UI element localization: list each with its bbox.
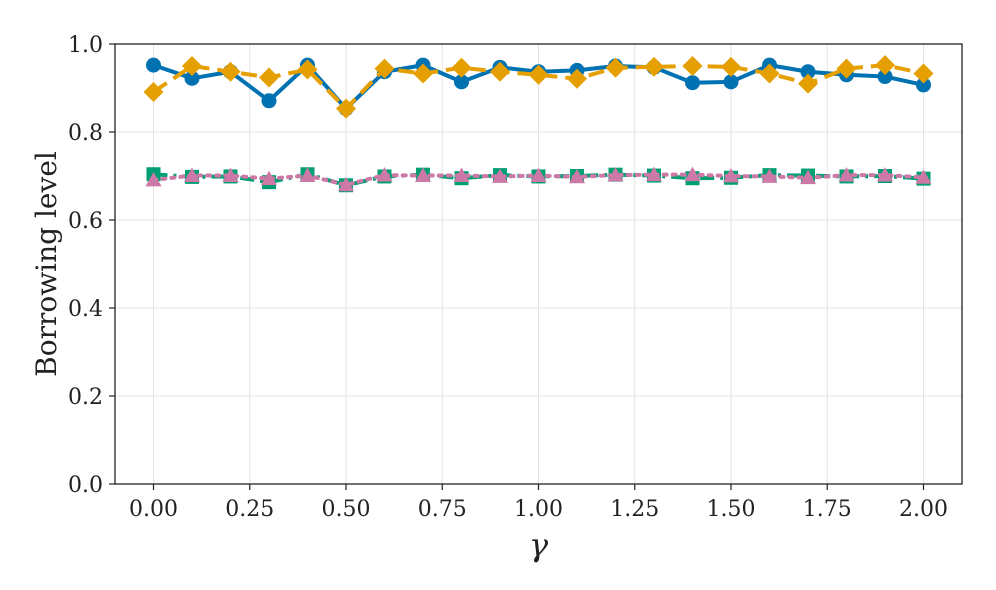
data-point-triangle: [453, 167, 470, 182]
series-layer: [143, 55, 934, 193]
data-point-triangle: [800, 169, 816, 185]
data-point-diamond: [605, 57, 626, 78]
data-point-diamond: [798, 73, 818, 94]
data-point-diamond: [336, 98, 356, 119]
data-point-triangle: [492, 168, 508, 183]
data-point-triangle: [684, 166, 701, 182]
y-axis-label: Borrowing level: [30, 151, 63, 377]
x-tick-label: 0.50: [322, 497, 371, 522]
data-point-circle: [184, 70, 200, 86]
data-point-circle: [146, 57, 161, 73]
data-point-diamond: [721, 56, 741, 77]
data-point-diamond: [374, 58, 395, 79]
data-point-triangle: [530, 167, 547, 182]
data-point-diamond: [259, 67, 279, 88]
data-point-diamond: [875, 55, 895, 76]
data-point-triangle: [299, 167, 316, 182]
data-point-triangle: [646, 166, 662, 182]
data-point-triangle: [145, 171, 162, 187]
data-point-triangle: [838, 167, 855, 182]
data-point-circle: [916, 77, 931, 93]
data-point-triangle: [877, 167, 893, 182]
series-triangle: [145, 166, 932, 192]
data-point-triangle: [723, 168, 739, 183]
data-point-circle: [685, 75, 700, 91]
y-tick-label: 0.8: [68, 121, 103, 146]
data-point-diamond: [220, 61, 241, 82]
data-point-circle: [723, 74, 739, 90]
data-point-diamond: [913, 63, 934, 84]
y-tick-label: 0.2: [68, 385, 103, 410]
data-point-circle: [454, 74, 469, 90]
tick-layer: 0.00 0.25 0.50 0.75 1.00 1.25 1.50 1.75 2.00 0.0 0…: [68, 33, 948, 522]
series-diamond: [143, 55, 934, 119]
data-point-triangle: [761, 168, 778, 183]
data-point-diamond: [490, 61, 510, 82]
x-axis-label: γ: [529, 526, 549, 564]
data-point-diamond: [143, 81, 164, 102]
x-tick-label: 1.50: [707, 497, 756, 522]
grid: [115, 43, 962, 485]
y-tick-label: 0.6: [68, 209, 103, 234]
y-tick-label: 0.0: [68, 473, 103, 498]
data-point-diamond: [413, 63, 433, 84]
x-tick-label: 0.75: [418, 497, 467, 522]
data-point-triangle: [376, 167, 393, 182]
data-point-circle: [800, 64, 816, 80]
data-point-diamond: [182, 56, 202, 76]
data-point-diamond: [836, 58, 857, 79]
x-tick-label: 2.00: [899, 497, 948, 522]
data-point-triangle: [222, 167, 239, 182]
data-point-diamond: [567, 68, 587, 89]
data-point-circle: [261, 93, 277, 109]
data-point-triangle: [184, 167, 200, 182]
y-tick-label: 0.4: [68, 297, 103, 322]
data-point-triangle: [415, 167, 431, 182]
x-tick-label: 0.00: [129, 497, 178, 522]
x-tick-label: 1.25: [610, 497, 659, 522]
data-point-circle: [877, 69, 893, 85]
x-tick-label: 0.25: [225, 497, 274, 522]
x-tick-label: 1.75: [803, 497, 852, 522]
data-point-diamond: [682, 56, 703, 76]
data-point-diamond: [759, 63, 780, 84]
data-point-diamond: [528, 64, 549, 85]
data-point-triangle: [569, 168, 585, 184]
data-point-triangle: [915, 169, 932, 184]
data-point-diamond: [644, 56, 664, 77]
data-point-diamond: [451, 57, 472, 78]
x-tick-label: 1.00: [514, 497, 563, 522]
data-point-triangle: [338, 176, 354, 192]
data-point-triangle: [261, 170, 277, 186]
y-tick-label: 1.0: [68, 33, 103, 58]
data-point-diamond: [297, 59, 318, 80]
data-point-triangle: [607, 167, 624, 182]
